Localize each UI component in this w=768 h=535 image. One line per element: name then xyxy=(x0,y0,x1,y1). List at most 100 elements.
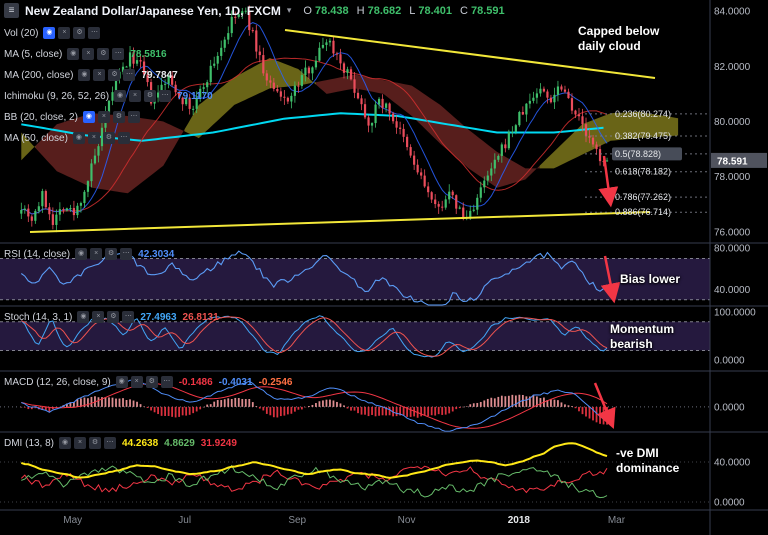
more-icon[interactable]: ⋯ xyxy=(112,48,125,60)
eye-icon[interactable]: ◉ xyxy=(72,132,85,144)
indicator-value: 4.8629 xyxy=(164,437,195,449)
indicator-label[interactable]: MA (200, close) xyxy=(4,69,74,81)
kijun-line xyxy=(21,57,608,215)
svg-text:100.0000: 100.0000 xyxy=(714,308,756,319)
ohlc-readout: O 78.438 H 78.682 L 78.401 C 78.591 xyxy=(303,5,504,17)
trendline[interactable] xyxy=(29,29,656,233)
svg-text:80.0000: 80.0000 xyxy=(714,117,751,128)
more-icon[interactable]: ⋯ xyxy=(160,376,173,388)
close-icon[interactable]: × xyxy=(92,311,105,323)
adx-line xyxy=(20,442,608,479)
ohlc-low-value: 78.401 xyxy=(418,4,453,17)
more-icon[interactable]: ⋯ xyxy=(122,311,135,323)
eye-icon[interactable]: ◉ xyxy=(67,48,80,60)
close-icon[interactable]: × xyxy=(87,132,100,144)
ohlc-high-value: 78.682 xyxy=(367,4,402,17)
close-icon[interactable]: × xyxy=(93,69,106,81)
rsi-pane-legend: RSI (14, close) ◉ × ⚙ ⋯ 42.3034 xyxy=(4,247,174,268)
indicator-value: -0.2546 xyxy=(258,376,293,388)
more-icon[interactable]: ⋯ xyxy=(120,248,133,260)
svg-text:40.0000: 40.0000 xyxy=(714,458,751,469)
svg-text:0.0000: 0.0000 xyxy=(714,402,745,413)
text-annotation[interactable]: Momentum bearish xyxy=(610,322,674,351)
down-arrow[interactable] xyxy=(593,155,621,429)
close-icon[interactable]: × xyxy=(90,248,103,260)
more-icon[interactable]: ⋯ xyxy=(123,69,136,81)
eye-icon[interactable]: ◉ xyxy=(115,376,128,388)
candlesticks xyxy=(20,5,609,233)
more-icon[interactable]: ⋯ xyxy=(117,132,130,144)
more-icon[interactable]: ⋯ xyxy=(104,437,117,449)
ohlc-low-label: L xyxy=(409,4,416,17)
indicator-row: MACD (12, 26, close, 9) ◉ × ⚙ ⋯ -0.1486 -0.403… xyxy=(4,375,292,389)
indicator-label[interactable]: Vol (20) xyxy=(4,27,39,39)
indicator-row: Stoch (14, 3, 1) ◉ × ⚙ ⋯ 27.4963 26.8131 xyxy=(4,310,219,324)
last-price-badge: 78.591 xyxy=(711,152,767,168)
close-icon[interactable]: × xyxy=(58,27,71,39)
eye-icon[interactable]: ◉ xyxy=(43,27,56,39)
close-icon[interactable]: × xyxy=(97,111,110,123)
indicator-label[interactable]: MA (50, close) xyxy=(4,132,68,144)
indicator-row: BB (20, close, 2) ◉ × ⚙ ⋯ xyxy=(4,110,213,124)
price-axis[interactable] xyxy=(710,0,768,510)
indicator-label[interactable]: MA (5, close) xyxy=(4,48,63,60)
settings-icon[interactable]: ⚙ xyxy=(97,48,110,60)
eye-icon[interactable]: ◉ xyxy=(77,311,90,323)
svg-text:78.591: 78.591 xyxy=(717,156,748,167)
indicator-row: Ichimoku (9, 26, 52, 26) ◉ × ⚙ ⋯ 79.1170 xyxy=(4,89,213,103)
settings-icon[interactable]: ⚙ xyxy=(107,311,120,323)
close-icon[interactable]: × xyxy=(130,376,143,388)
svg-text:0.0000: 0.0000 xyxy=(714,498,745,509)
text-annotation[interactable]: -ve DMI dominance xyxy=(616,446,680,475)
settings-icon[interactable]: ⚙ xyxy=(145,376,158,388)
settings-icon[interactable]: ⚙ xyxy=(144,90,157,102)
macd-pane-legend: MACD (12, 26, close, 9) ◉ × ⚙ ⋯ -0.1486 -0.403… xyxy=(4,375,292,396)
indicator-value: 44.2638 xyxy=(122,437,159,449)
ohlc-open-label: O xyxy=(303,4,312,17)
text-annotation[interactable]: Bias lower xyxy=(620,272,681,286)
time-axis-label: 2018 xyxy=(507,515,530,526)
time-axis-label: Nov xyxy=(397,515,416,526)
eye-icon[interactable]: ◉ xyxy=(82,111,95,123)
indicator-row: Vol (20) ◉ × ⚙ ⋯ xyxy=(4,26,213,40)
indicator-label[interactable]: BB (20, close, 2) xyxy=(4,111,78,123)
svg-text:0.886(76.714): 0.886(76.714) xyxy=(615,207,671,217)
indicator-label[interactable]: MACD (12, 26, close, 9) xyxy=(4,376,111,388)
settings-icon[interactable]: ⚙ xyxy=(102,132,115,144)
eye-icon[interactable]: ◉ xyxy=(78,69,91,81)
settings-icon[interactable]: ⚙ xyxy=(89,437,102,449)
settings-icon[interactable]: ⚙ xyxy=(73,27,86,39)
settings-icon[interactable]: ⚙ xyxy=(112,111,125,123)
indicator-row: RSI (14, close) ◉ × ⚙ ⋯ 42.3034 xyxy=(4,247,174,261)
text-annotation[interactable]: Capped below daily cloud xyxy=(578,24,660,53)
indicator-label[interactable]: Stoch (14, 3, 1) xyxy=(4,311,73,323)
time-axis-label: Sep xyxy=(288,515,307,526)
ohlc-close-label: C xyxy=(460,4,468,17)
close-icon[interactable]: × xyxy=(82,48,95,60)
indicator-value: 79.1170 xyxy=(177,90,213,102)
close-icon[interactable]: × xyxy=(74,437,87,449)
ohlc-high-label: H xyxy=(356,4,365,17)
menu-icon[interactable]: ≡ xyxy=(4,3,19,18)
eye-icon[interactable]: ◉ xyxy=(75,248,88,260)
indicator-row: MA (200, close) ◉ × ⚙ ⋯ 79.7847 xyxy=(4,68,213,82)
eye-icon[interactable]: ◉ xyxy=(114,90,127,102)
more-icon[interactable]: ⋯ xyxy=(159,90,172,102)
more-icon[interactable]: ⋯ xyxy=(127,111,140,123)
chevron-down-icon[interactable]: ▾ xyxy=(286,5,292,15)
stoch-pane-legend: Stoch (14, 3, 1) ◉ × ⚙ ⋯ 27.4963 26.8131 xyxy=(4,310,219,331)
close-icon[interactable]: × xyxy=(129,90,142,102)
indicator-value: 31.9249 xyxy=(200,437,237,449)
indicator-label[interactable]: RSI (14, close) xyxy=(4,248,71,260)
dmi-pane-legend: DMI (13, 8) ◉ × ⚙ ⋯ 44.2638 4.8629 31.9249 xyxy=(4,436,237,457)
indicator-label[interactable]: Ichimoku (9, 26, 52, 26) xyxy=(4,90,110,102)
indicator-label[interactable]: DMI (13, 8) xyxy=(4,437,55,449)
symbol-title[interactable]: New Zealand Dollar/Japanese Yen, 1D, FXC… xyxy=(25,3,281,18)
eye-icon[interactable]: ◉ xyxy=(59,437,72,449)
svg-text:80.0000: 80.0000 xyxy=(714,244,751,255)
settings-icon[interactable]: ⚙ xyxy=(108,69,121,81)
macd-histogram xyxy=(20,394,608,425)
time-axis[interactable]: May Jul Sep Nov 2018 Mar xyxy=(0,510,710,535)
settings-icon[interactable]: ⚙ xyxy=(105,248,118,260)
more-icon[interactable]: ⋯ xyxy=(88,27,101,39)
